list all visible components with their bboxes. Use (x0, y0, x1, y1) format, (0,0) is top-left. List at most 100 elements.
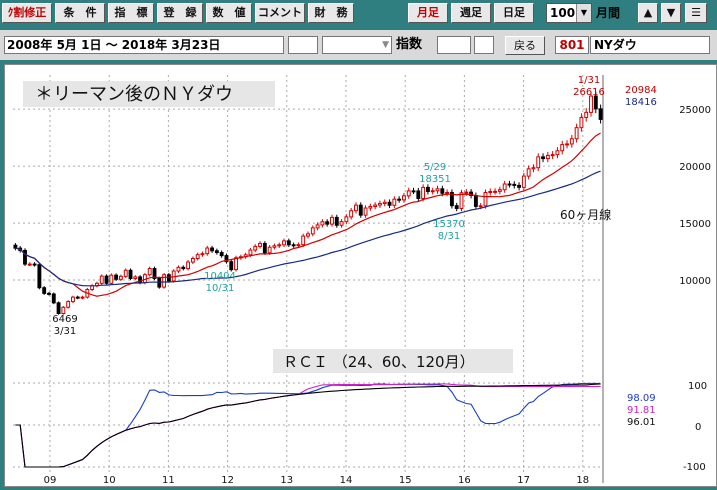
x-axis-label: 11 (162, 475, 175, 486)
chart-panel: ＊リーマン後のＮＹダウ 1/31 26616 5/29 18351 15370 … (4, 64, 717, 487)
scroll-up-button[interactable]: ▲ (638, 3, 658, 23)
candle-body (262, 242, 267, 254)
rci-tick-0: 0 (695, 422, 701, 433)
annot-oct-value: 10404 (204, 271, 236, 282)
condition-button[interactable]: 条 件 (55, 3, 105, 23)
candle-body (565, 143, 569, 146)
blank-field-3[interactable] (474, 36, 494, 54)
candle-body (109, 274, 114, 284)
candle-body (493, 190, 498, 193)
indicator-button[interactable]: 指 標 (108, 3, 154, 23)
index-label: 指数 (396, 37, 423, 52)
rci-mid-value: 91.81 (627, 405, 656, 416)
monthly-button[interactable]: 月足 (408, 3, 448, 23)
candle-body (210, 247, 215, 252)
candle-body (253, 245, 258, 251)
candle-body (320, 221, 325, 226)
candle-body (483, 192, 488, 207)
index-select[interactable]: ▼ (322, 36, 392, 54)
menu-button[interactable]: ☰ (685, 3, 707, 23)
toolbar: ｸ割修正 条 件 指 標 登 録 数 値 コメント 財 務 月足 週足 日足 1… (0, 0, 717, 27)
candle-body (147, 268, 152, 276)
candle-body (430, 190, 435, 193)
candle-body (229, 261, 234, 271)
x-axis-labels: 09 10 11 12 13 14 15 16 17 18 (44, 475, 590, 486)
candle-body (349, 210, 354, 218)
annot-aug-value: 15370 (433, 219, 465, 230)
annot-aug-date: 8/31 (438, 231, 460, 242)
candle-body (488, 190, 493, 194)
candle-body (459, 192, 464, 209)
date-range-field[interactable]: 2008年 5月 1日 〜 2018年 3月23日 (4, 36, 284, 54)
annot-low-value: 6469 (52, 314, 77, 325)
candle-body (373, 204, 378, 207)
blank-field-1[interactable] (288, 36, 318, 54)
candle-body (358, 204, 363, 216)
candle-body (99, 275, 104, 284)
candle-body (334, 216, 339, 226)
candle-body (104, 275, 109, 284)
candle-body (454, 205, 459, 209)
candle-body (584, 111, 589, 118)
candle-body (306, 233, 310, 237)
candle-body (128, 269, 133, 279)
candle-body (555, 150, 560, 156)
candle-body (171, 270, 176, 282)
candle-body (354, 204, 358, 212)
candle-body (75, 296, 80, 299)
ma-short-line (15, 132, 601, 297)
annot-oct-date: 10/31 (206, 283, 235, 294)
candle-body (315, 224, 320, 229)
candle-body (435, 188, 440, 192)
candle-body (214, 250, 219, 254)
candle-body (526, 168, 531, 177)
candle-body (392, 198, 397, 206)
candle-body (118, 275, 123, 280)
candle-body (512, 183, 517, 186)
candle-body (440, 188, 445, 194)
financials-button[interactable]: 財 務 (308, 3, 354, 23)
candle-body (181, 266, 186, 270)
register-button[interactable]: 登 録 (157, 3, 203, 23)
candle-body (502, 183, 507, 191)
candle-body (224, 255, 229, 263)
back-button[interactable]: 戻る (505, 36, 545, 55)
candle-body (425, 186, 430, 192)
x-axis-label: 09 (44, 475, 57, 486)
comment-button[interactable]: コメント (255, 3, 305, 23)
candle-body (339, 221, 344, 226)
scroll-down-button[interactable]: ▼ (661, 3, 681, 23)
weekly-button[interactable]: 週足 (451, 3, 491, 23)
candle-body (66, 301, 71, 308)
blank-field-2[interactable] (437, 36, 471, 54)
annot-low-date: 3/31 (54, 326, 76, 337)
candle-body (205, 247, 210, 255)
price-tick: 15000 (679, 219, 711, 230)
x-axis-label: 17 (517, 475, 530, 486)
candle-body (363, 207, 368, 216)
candle-body (32, 263, 37, 266)
values-button[interactable]: 数 値 (206, 3, 252, 23)
annot-may-value: 18351 (419, 174, 451, 185)
candle-body (71, 296, 75, 303)
bar-count-select[interactable]: 100 ▼ (546, 3, 592, 23)
price-tick: 10000 (679, 276, 711, 287)
candle-body (574, 127, 579, 140)
candle-body (397, 198, 402, 201)
candle-body (382, 201, 387, 205)
name-field[interactable]: NYダウ (590, 36, 710, 54)
candle-body (598, 108, 603, 120)
chevron-down-icon: ▼ (382, 40, 389, 50)
grid (13, 75, 604, 483)
title-box (23, 81, 275, 107)
split-adjust-button[interactable]: ｸ割修正 (2, 3, 52, 23)
daily-button[interactable]: 日足 (494, 3, 534, 23)
ma-label: 60ヶ月線 (560, 207, 611, 222)
range-bar: 2008年 5月 1日 〜 2018年 3月23日 ▼ 指数 戻る 801 NY… (0, 30, 717, 60)
candle-body (406, 190, 411, 197)
code-field[interactable]: 801 (555, 36, 589, 54)
candles (13, 91, 603, 315)
ma-long-line (15, 170, 601, 287)
candle-body (219, 252, 224, 257)
candle-body (531, 167, 536, 170)
